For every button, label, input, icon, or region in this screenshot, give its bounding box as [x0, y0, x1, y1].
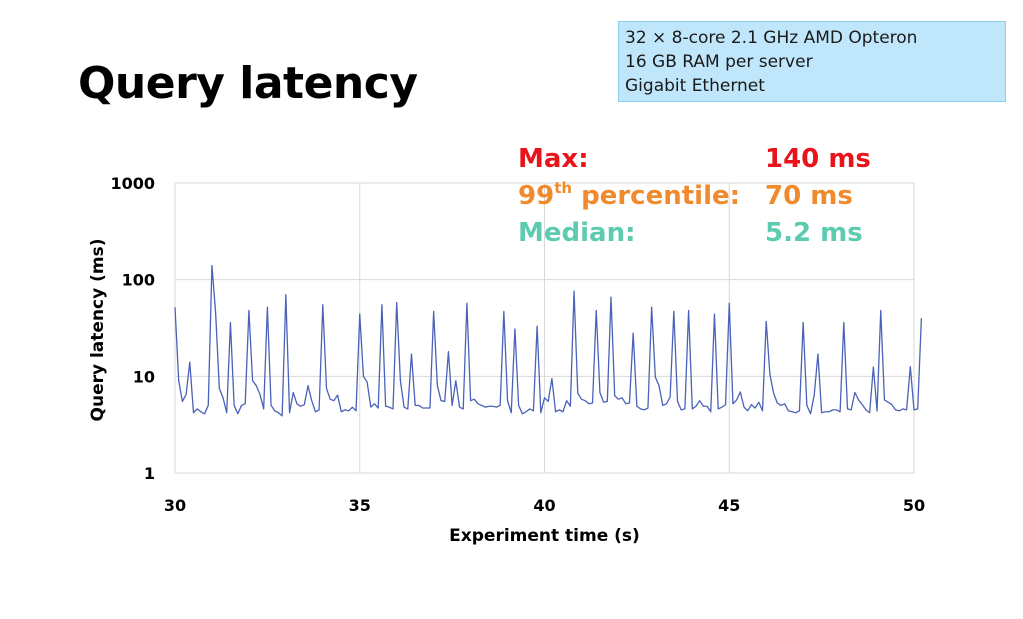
y-tick-label: 10: [133, 367, 155, 386]
stat-label-median: Median:: [518, 218, 636, 248]
x-tick-label: 30: [164, 496, 186, 515]
y-tick-label: 1: [144, 464, 155, 483]
y-axis-title: Query latency (ms): [88, 239, 108, 422]
y-tick-label: 1000: [110, 174, 155, 193]
x-tick-label: 50: [903, 496, 925, 515]
stat-label-p99-sup: th: [554, 179, 573, 197]
stat-label-p99: 99th percentile:: [518, 179, 741, 211]
x-tick-label: 40: [533, 496, 555, 515]
latency-series-line: [174, 264, 923, 417]
x-tick-label: 35: [349, 496, 371, 515]
hardware-spec-box: 32 × 8-core 2.1 GHz AMD Opteron 16 GB RA…: [618, 21, 1006, 102]
slide-title: Query latency: [78, 58, 418, 109]
stat-label-p99-num: 99: [518, 181, 555, 211]
x-axis-title: Experiment time (s): [449, 526, 640, 546]
x-tick-label: 45: [718, 496, 740, 515]
stat-label-max: Max:: [518, 144, 589, 174]
stat-value-p99: 70 ms: [765, 181, 853, 211]
stat-value-median: 5.2 ms: [765, 218, 863, 248]
stat-label-p99-rest: percentile:: [572, 181, 741, 211]
spec-line-ram: 16 GB RAM per server: [625, 52, 813, 72]
y-tick-label: 100: [122, 271, 155, 290]
spec-line-cpu: 32 × 8-core 2.1 GHz AMD Opteron: [625, 28, 918, 48]
stat-value-max: 140 ms: [765, 144, 871, 174]
spec-line-network: Gigabit Ethernet: [625, 76, 765, 96]
